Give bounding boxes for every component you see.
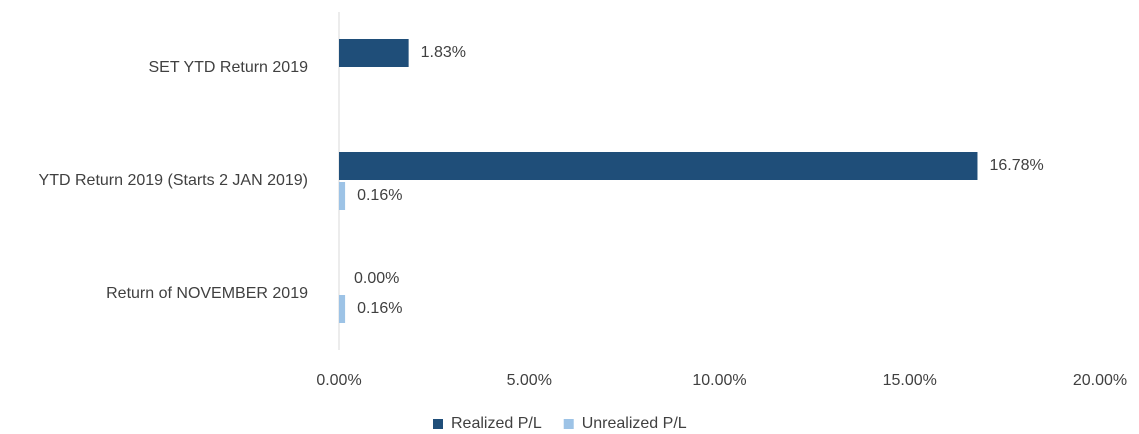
x-tick-label: 0.00% [316,372,361,389]
x-tick-label: 20.00% [1073,372,1127,389]
value-label: 16.78% [989,157,1043,174]
value-label: 0.00% [354,270,399,287]
bar [339,39,409,67]
legend-swatch [563,419,574,429]
category-label: SET YTD Return 2019 [149,59,309,76]
category-label: Return of NOVEMBER 2019 [106,285,308,302]
value-label: 0.16% [357,187,402,204]
category-label: YTD Return 2019 (Starts 2 JAN 2019) [39,172,308,189]
x-tick-label: 5.00% [507,372,552,389]
value-label: 0.16% [357,300,402,317]
bar [339,152,978,180]
legend-label: Realized P/L [451,415,542,432]
x-tick-label: 10.00% [692,372,746,389]
value-label: 1.83% [421,44,466,61]
bar [339,182,346,210]
legend-swatch [433,419,443,429]
legend-label: Unrealized P/L [582,415,687,432]
bar [339,295,346,323]
x-tick-label: 15.00% [883,372,937,389]
